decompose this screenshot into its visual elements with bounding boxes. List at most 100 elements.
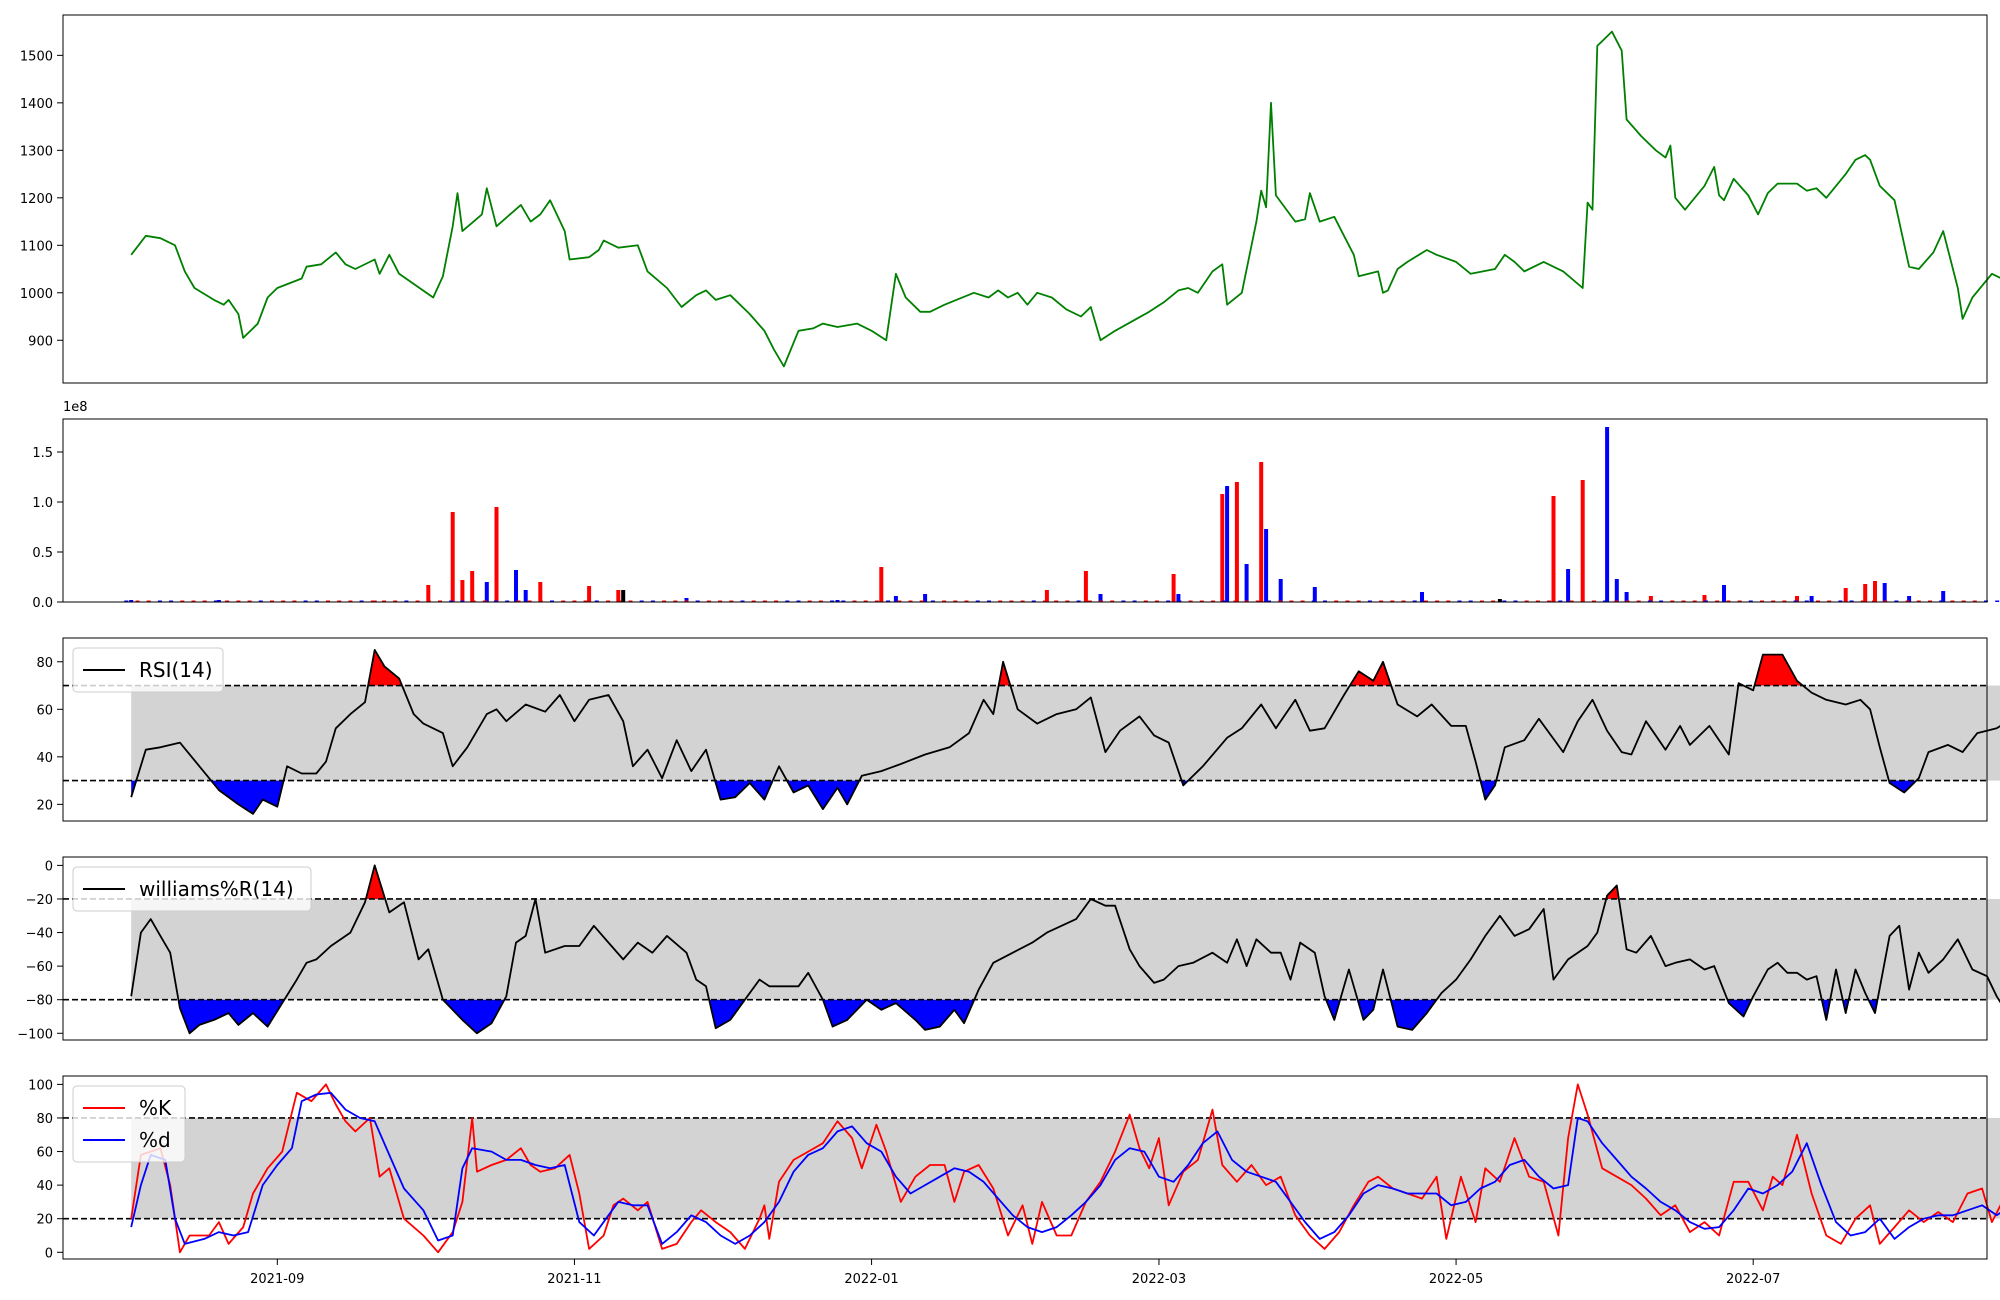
volume-bar-minor bbox=[449, 600, 454, 602]
volume-bar-minor bbox=[1726, 600, 1731, 602]
volume-bar-minor bbox=[1457, 600, 1462, 602]
volume-bar-minor bbox=[1334, 600, 1339, 602]
volume-bar-up bbox=[616, 590, 621, 602]
volume-bar-minor bbox=[718, 600, 723, 602]
oversold-fill bbox=[715, 780, 773, 800]
volume-bar-down bbox=[523, 590, 528, 602]
volume-bar-minor bbox=[807, 600, 812, 602]
y-tick-label: −40 bbox=[26, 927, 53, 942]
volume-panel: 0.0 0.5 1.0 1.5 1e8 bbox=[32, 400, 2000, 611]
neutral-band bbox=[131, 1117, 2000, 1219]
volume-bar-minor bbox=[303, 600, 308, 602]
y-tick-label: 1.0 bbox=[32, 496, 53, 511]
volume-bar-minor bbox=[213, 600, 218, 602]
volume-bar-minor bbox=[1065, 600, 1070, 602]
price-panel: 900 1000 1100 1200 1300 1400 1500 bbox=[20, 14, 2000, 384]
volume-bar-minor bbox=[1860, 600, 1865, 602]
volume-bar-minor bbox=[1513, 600, 1518, 602]
volume-bar-minor bbox=[1827, 600, 1832, 602]
volume-bar-minor bbox=[550, 600, 554, 602]
x-tick-label: 2021-09 bbox=[250, 1272, 304, 1287]
volume-bar-minor bbox=[841, 600, 846, 602]
volume-bar-up bbox=[470, 571, 475, 602]
volume-bar-minor bbox=[874, 600, 879, 602]
y-tick-label: 80 bbox=[36, 1112, 53, 1127]
volume-bar-minor bbox=[157, 600, 162, 602]
volume-bar-minor bbox=[1760, 600, 1764, 602]
stochastic-panel: 0 20 40 60 80 100 %K %d 2021-09 2021-11 2022-01 202… bbox=[28, 1075, 2000, 1287]
volume-bar-flat bbox=[1497, 599, 1502, 602]
volume-bar-minor bbox=[348, 600, 353, 602]
y-tick-label: 0.0 bbox=[32, 596, 53, 611]
volume-bar-down bbox=[129, 600, 134, 602]
volume-bar-minor bbox=[337, 600, 342, 602]
volume-bar-up bbox=[587, 586, 592, 602]
volume-bar-flat bbox=[621, 590, 626, 602]
volume-bar-minor bbox=[1031, 600, 1036, 602]
y-tick-label: −80 bbox=[26, 994, 53, 1009]
oversold-fill bbox=[866, 999, 975, 1030]
volume-bar-minor bbox=[1468, 600, 1473, 602]
volume-bar-minor bbox=[494, 600, 498, 602]
volume-bar-minor bbox=[1255, 600, 1260, 602]
volume-bar-minor bbox=[1401, 600, 1406, 602]
y-tick-label: −20 bbox=[26, 893, 53, 908]
volume-bar-down bbox=[1264, 529, 1269, 602]
volume-bar-minor bbox=[830, 600, 835, 602]
volume-bar-minor bbox=[930, 600, 935, 602]
volume-bar-minor bbox=[124, 600, 129, 602]
volume-bar-down bbox=[514, 570, 518, 602]
volume-bar-minor bbox=[628, 600, 633, 602]
volume-bar-minor bbox=[975, 600, 980, 602]
volume-bar-minor bbox=[1188, 600, 1193, 602]
volume-bar-up bbox=[879, 567, 884, 602]
oversold-fill bbox=[178, 999, 285, 1034]
volume-bar-minor bbox=[1345, 600, 1350, 602]
volume-bar-minor bbox=[404, 600, 409, 602]
volume-bar-down bbox=[1614, 579, 1619, 602]
volume-bar-down bbox=[1605, 427, 1610, 602]
volume-bar-minor bbox=[729, 600, 734, 602]
volume-bar-minor bbox=[998, 600, 1003, 602]
volume-bar-minor bbox=[987, 600, 991, 602]
volume-bar-up bbox=[1863, 584, 1868, 602]
volume-bar-minor bbox=[292, 600, 297, 602]
volume-bar-up bbox=[1259, 462, 1264, 602]
oversold-fill bbox=[709, 999, 745, 1029]
volume-bar-minor bbox=[1928, 600, 1932, 602]
oversold-fill bbox=[1326, 999, 1341, 1020]
axes-frame bbox=[62, 856, 1988, 1041]
volume-bar-minor bbox=[1614, 600, 1619, 602]
axes-frame bbox=[62, 14, 1988, 384]
volume-bar-minor bbox=[706, 600, 711, 602]
volume-bar-minor bbox=[505, 600, 510, 602]
volume-bar-minor bbox=[1222, 600, 1227, 602]
volume-bar-minor bbox=[1995, 600, 2000, 602]
y-tick-label: 20 bbox=[36, 1213, 53, 1228]
volume-bar-minor bbox=[415, 600, 420, 602]
volume-bar-minor bbox=[202, 600, 207, 602]
volume-bar-down bbox=[1882, 583, 1887, 602]
volume-bar-minor bbox=[527, 600, 532, 602]
volume-bar-minor bbox=[471, 600, 476, 602]
volume-bar-minor bbox=[370, 600, 375, 602]
volume-bar-down bbox=[1225, 486, 1230, 602]
volume-bar-minor bbox=[673, 600, 678, 602]
volume-bar-minor bbox=[426, 600, 431, 602]
volume-bar-minor bbox=[1603, 600, 1608, 602]
legend-box bbox=[72, 647, 224, 693]
volume-bar-minor bbox=[908, 600, 913, 602]
volume-bar-down bbox=[1278, 579, 1283, 602]
volume-bar-minor bbox=[774, 600, 779, 602]
volume-bar-minor bbox=[1984, 600, 1988, 602]
volume-bar-down bbox=[684, 598, 689, 602]
volume-bar-minor bbox=[1894, 600, 1899, 602]
volume-bar-down bbox=[893, 596, 898, 602]
volume-bar-minor bbox=[1872, 600, 1876, 602]
volume-bar-minor bbox=[1323, 600, 1327, 602]
volume-bar-minor bbox=[1905, 600, 1910, 602]
volume-bar-minor bbox=[1916, 600, 1921, 602]
volume-bar-up bbox=[1580, 480, 1585, 602]
volume-bar-down bbox=[1624, 592, 1629, 602]
volume-bar-down bbox=[216, 600, 221, 602]
